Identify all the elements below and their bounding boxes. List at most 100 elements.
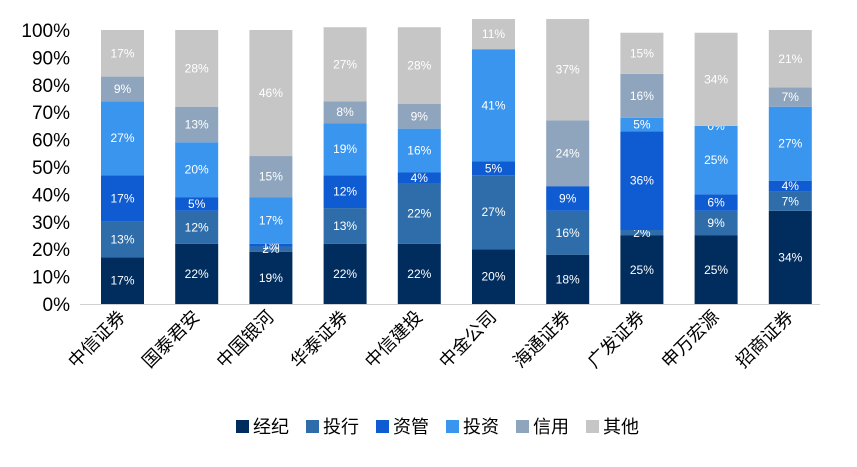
legend-label: 投资 xyxy=(463,417,499,438)
y-tick-label: 30% xyxy=(32,213,70,234)
data-label: 4% xyxy=(782,179,800,193)
bar-segment xyxy=(472,249,515,304)
data-label: 20% xyxy=(481,270,505,284)
bar-segment xyxy=(175,210,219,244)
y-tick-label: 70% xyxy=(32,103,70,124)
bar-segment xyxy=(175,142,219,198)
data-label: 8% xyxy=(336,105,354,119)
data-label: 18% xyxy=(556,272,580,286)
data-label: 22% xyxy=(407,207,431,221)
data-label: 22% xyxy=(185,267,209,281)
bar-segment xyxy=(694,235,738,304)
bar-segment xyxy=(546,19,590,121)
bar-segment xyxy=(694,125,738,195)
bars: 17%13%17%27%9%17%22%12%5%20%13%28%19%2%1… xyxy=(101,19,812,304)
data-label: 28% xyxy=(185,61,209,75)
x-tick-label: 中国银河 xyxy=(213,307,279,373)
y-tick-label: 10% xyxy=(32,268,70,289)
data-label: 5% xyxy=(633,118,651,132)
bar-segment xyxy=(472,161,515,176)
bar-segment xyxy=(101,221,144,258)
y-tick-label: 80% xyxy=(32,76,70,97)
data-label: 36% xyxy=(630,174,654,188)
data-label: 13% xyxy=(333,219,357,233)
bar-segment xyxy=(694,210,738,236)
data-label: 27% xyxy=(778,137,802,151)
data-label: 37% xyxy=(556,63,580,77)
bar-segment xyxy=(546,210,590,255)
bar-segment xyxy=(620,131,664,231)
data-label: 20% xyxy=(185,163,209,177)
bar-segment xyxy=(175,243,219,304)
bar-segment xyxy=(101,76,144,102)
y-axis: 0% 10% 20% 30% 40% 50% 60% 70% 80% 90% 100% xyxy=(21,21,70,316)
x-tick-label: 中信建投 xyxy=(361,307,427,373)
legend-label: 信用 xyxy=(533,417,569,438)
data-label: 17% xyxy=(110,46,134,60)
data-label: 27% xyxy=(481,205,505,219)
bar-segment xyxy=(472,19,515,50)
bar-segment xyxy=(101,175,144,222)
data-label: 25% xyxy=(630,263,654,277)
data-label: 27% xyxy=(333,57,357,71)
y-tick-label: 60% xyxy=(32,131,70,152)
x-tick-label: 广发证券 xyxy=(584,307,650,373)
data-label: 25% xyxy=(704,153,728,167)
data-label: 19% xyxy=(259,271,283,285)
bar-segment xyxy=(620,73,664,118)
data-label: 22% xyxy=(407,267,431,281)
bar-segment xyxy=(620,32,664,74)
bar-segment xyxy=(175,106,219,143)
data-label: 13% xyxy=(110,233,134,247)
bar-segment xyxy=(323,243,367,304)
data-label: 9% xyxy=(707,216,725,230)
legend: 经纪 投行 资管 投资 信用 其他 xyxy=(236,417,639,438)
legend-label: 经纪 xyxy=(253,417,289,438)
bar-segment xyxy=(249,243,293,247)
bar-segment xyxy=(101,257,144,304)
bar-segment xyxy=(175,30,219,107)
bar-segment xyxy=(249,30,293,157)
x-tick-label: 中金公司 xyxy=(435,307,501,373)
data-label: 21% xyxy=(778,52,802,66)
bar-segment xyxy=(249,156,293,198)
legend-label: 其他 xyxy=(603,417,639,438)
data-label: 9% xyxy=(559,192,577,206)
legend-swatch xyxy=(586,420,599,433)
bar-segment xyxy=(249,251,293,304)
bar-segment xyxy=(620,117,664,132)
data-label: 19% xyxy=(333,142,357,156)
bar-segment xyxy=(323,27,367,102)
data-label: 16% xyxy=(630,89,654,103)
bar-segment xyxy=(620,230,664,236)
bar-segment xyxy=(323,175,367,209)
bar-segment xyxy=(397,128,441,173)
y-tick-label: 0% xyxy=(43,295,71,316)
x-axis: 中信证券 国泰君安 中国银河 华泰证券 中信建投 中金公司 海通证券 广发证券 申万宏源 招商证券 xyxy=(64,304,820,373)
data-label: 17% xyxy=(110,274,134,288)
bar-segment xyxy=(175,197,219,211)
bar-segment xyxy=(397,27,441,104)
bar-segment xyxy=(768,180,812,192)
bar-segment xyxy=(397,172,441,184)
data-label: 46% xyxy=(259,86,283,100)
data-label: 22% xyxy=(333,267,357,281)
bar-segment xyxy=(768,106,812,181)
y-tick-label: 40% xyxy=(32,185,70,206)
x-tick-label: 申万宏源 xyxy=(658,307,724,373)
data-label: 9% xyxy=(114,82,132,96)
bar-segment xyxy=(101,101,144,176)
x-tick-label: 中信证券 xyxy=(64,307,130,373)
bar-segment xyxy=(472,49,515,162)
bar-segment xyxy=(546,254,590,304)
data-label: 4% xyxy=(411,171,429,185)
data-label: 34% xyxy=(704,72,728,86)
bar-segment xyxy=(397,243,441,304)
data-label: 15% xyxy=(630,46,654,60)
data-label: 17% xyxy=(259,213,283,227)
x-tick-label: 海通证券 xyxy=(509,307,575,373)
data-label: 16% xyxy=(407,144,431,158)
bar-segment xyxy=(101,30,144,77)
data-label: 5% xyxy=(188,197,206,211)
